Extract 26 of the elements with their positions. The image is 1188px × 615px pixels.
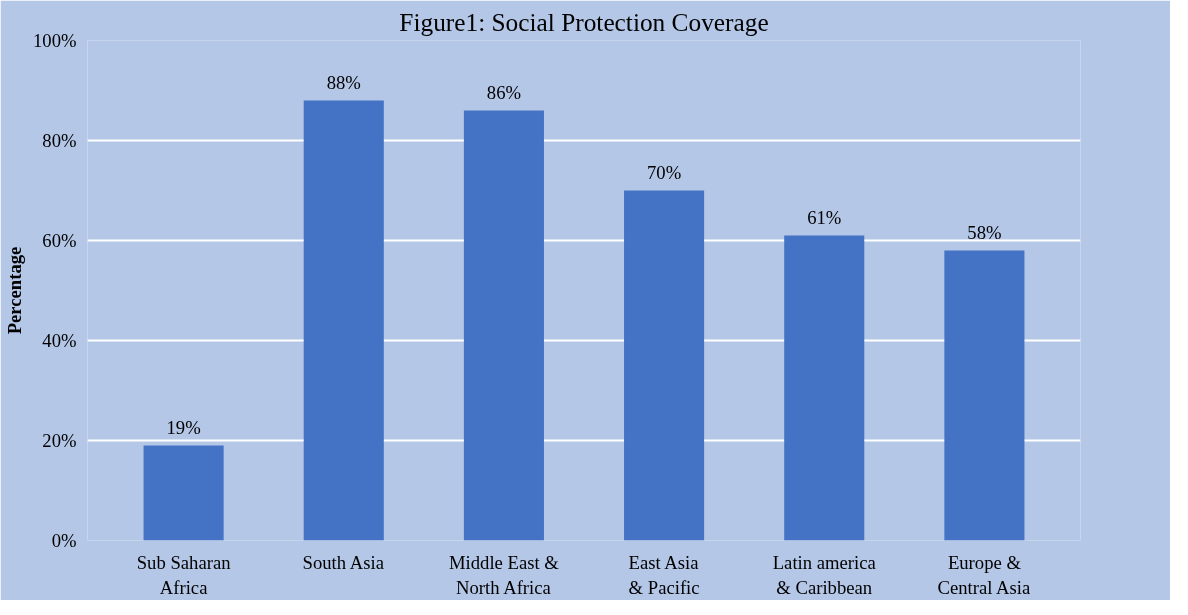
bar	[624, 190, 705, 541]
y-tick-label: 60%	[42, 230, 77, 251]
y-tick-label: 40%	[42, 330, 77, 351]
y-tick-label: 20%	[42, 430, 77, 451]
x-tick-label: East Asia & Pacific	[628, 551, 700, 598]
data-label: 19%	[166, 416, 201, 438]
chart-title: Figure1: Social Protection Coverage	[399, 7, 769, 36]
data-label: 88%	[326, 71, 361, 93]
bar	[463, 110, 544, 541]
y-tick-label: 100%	[32, 30, 77, 51]
x-tick-label: Middle East & North Africa	[448, 551, 560, 598]
data-label: 70%	[646, 161, 682, 183]
y-tick-label: 0%	[51, 530, 77, 551]
data-label: 61%	[807, 206, 842, 228]
bar	[784, 235, 865, 541]
x-tick-label: Sub Saharan Africa	[136, 551, 232, 598]
data-label: 58%	[967, 221, 1002, 243]
y-tick-label: 80%	[42, 130, 77, 151]
bar	[944, 250, 1025, 541]
bar	[143, 445, 224, 541]
x-tick-label: South Asia	[302, 551, 385, 573]
y-axis-title: Percentage	[3, 246, 25, 335]
data-label: 86%	[486, 81, 522, 103]
x-tick-label: Europe & Central Asia	[937, 551, 1031, 598]
x-tick-label: Latin america & Caribbean	[772, 551, 877, 598]
bar	[303, 100, 384, 541]
